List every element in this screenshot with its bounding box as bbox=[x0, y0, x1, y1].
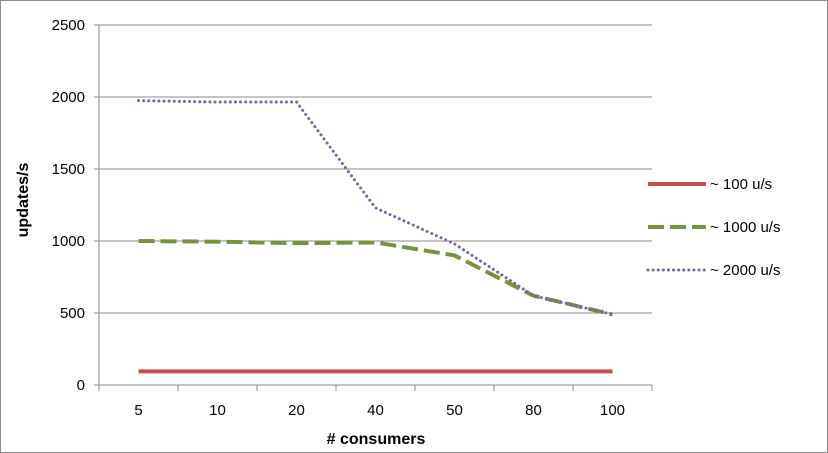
series-line-2 bbox=[138, 239, 613, 317]
y-tick-label: 1000 bbox=[52, 233, 85, 250]
x-axis-title: # consumers bbox=[327, 431, 426, 448]
y-tick-label: 0 bbox=[77, 377, 85, 394]
x-tick-label: 40 bbox=[367, 402, 384, 419]
legend-label-1: ~ 100 u/s bbox=[710, 176, 772, 193]
series-line-3 bbox=[137, 99, 614, 316]
y-tick-label: 1500 bbox=[52, 161, 85, 178]
y-tick-label: 2000 bbox=[52, 89, 85, 106]
x-tick-label: 80 bbox=[525, 402, 542, 419]
x-tick-label: 100 bbox=[600, 402, 625, 419]
axes bbox=[94, 24, 653, 391]
x-tick-label: 5 bbox=[134, 402, 142, 419]
grid-lines bbox=[99, 24, 652, 314]
series-lines bbox=[137, 99, 614, 374]
tick-labels: 0 500 1000 1500 2000 2500 5 10 20 40 50 80 100 bbox=[52, 17, 625, 419]
legend-label-2: ~ 1000 u/s bbox=[710, 219, 780, 236]
x-tick-label: 20 bbox=[288, 402, 305, 419]
y-tick-label: 500 bbox=[60, 305, 85, 322]
legend: ~ 100 u/s ~ 1000 u/s ~ 2000 u/s bbox=[646, 176, 780, 279]
x-tick-label: 10 bbox=[209, 402, 226, 419]
x-tick-label: 50 bbox=[446, 402, 463, 419]
y-tick-label: 2500 bbox=[52, 17, 85, 34]
y-axis-title: updates/s bbox=[15, 163, 32, 238]
legend-label-3: ~ 2000 u/s bbox=[710, 262, 780, 279]
